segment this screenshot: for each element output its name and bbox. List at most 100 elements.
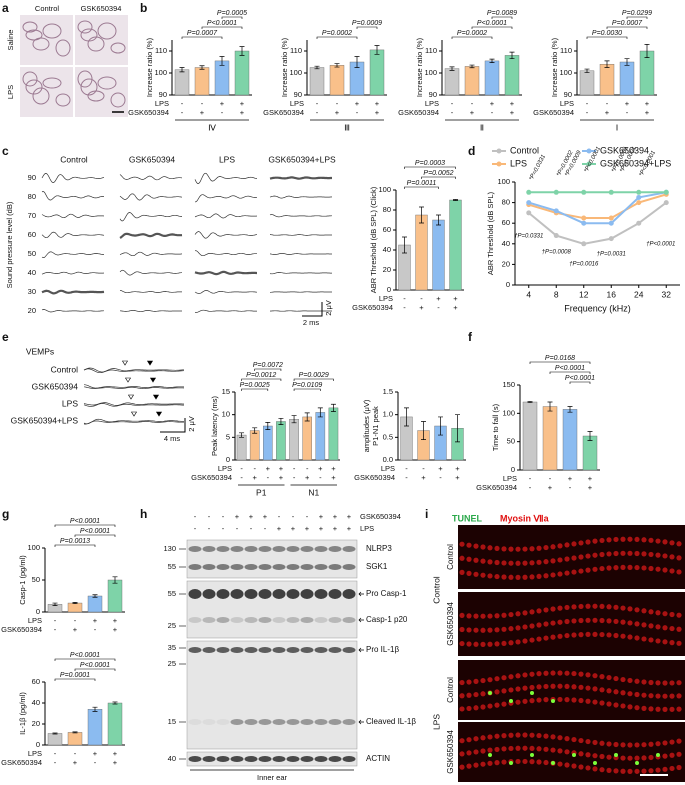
- hair-cell: [676, 680, 682, 686]
- hair-cell: [550, 620, 556, 626]
- hair-cell: [669, 752, 675, 758]
- annotation: *P=0.0331: [529, 154, 548, 182]
- y-tick-label: 40: [383, 245, 391, 254]
- blot-band: [258, 719, 272, 725]
- hair-cell: [641, 705, 647, 711]
- hair-cell: [655, 566, 661, 572]
- y-tick-label: 90: [294, 90, 302, 99]
- bar: [328, 407, 339, 461]
- hair-cell: [571, 763, 577, 769]
- row-sign: -: [529, 474, 532, 483]
- row-label: LPS: [155, 99, 169, 108]
- hair-cell: [501, 574, 507, 580]
- row-label: Control: [51, 364, 79, 374]
- row-sign: -: [437, 303, 440, 312]
- hair-cell: [578, 568, 584, 574]
- blot-band: [230, 564, 244, 570]
- hair-cell: [529, 546, 535, 552]
- hair-cell: [494, 689, 500, 695]
- legend-swatch: [586, 148, 592, 154]
- abr-trace: [41, 173, 105, 183]
- scale-bar: [160, 418, 186, 433]
- p-bracket: [451, 36, 493, 39]
- p-value: P=0.0007: [187, 30, 218, 37]
- lane-sign: -: [306, 512, 309, 521]
- hair-cell: [543, 746, 549, 752]
- hair-cell: [620, 742, 626, 748]
- bar: [444, 68, 460, 96]
- hair-cell: [543, 683, 549, 690]
- tissue-outline: [32, 87, 50, 105]
- hair-cell: [655, 538, 661, 544]
- hair-cell: [578, 540, 584, 546]
- p-value: P<0.0001: [555, 365, 585, 372]
- hair-cell: [501, 701, 507, 707]
- abr-trace: [194, 194, 258, 203]
- hair-cell: [634, 607, 640, 613]
- hair-cell: [501, 675, 507, 681]
- hair-cell: [550, 683, 556, 689]
- hair-cell: [480, 761, 486, 767]
- y-axis-label: ABR Threshold (dB SPL): [486, 191, 495, 275]
- hair-cell: [564, 683, 570, 690]
- blot-band: [216, 546, 230, 552]
- hair-cell: [536, 636, 542, 642]
- error-bar: [291, 415, 297, 424]
- bar: [449, 199, 462, 291]
- y-axis-label: P1-N1 peak: [371, 406, 380, 446]
- row-label: GSK650394: [32, 381, 79, 391]
- tunel-positive: [551, 699, 555, 703]
- hair-cell: [487, 747, 493, 753]
- hair-cell: [613, 768, 619, 774]
- row-sign: +: [93, 749, 98, 758]
- row-sign: +: [419, 303, 424, 312]
- blot-band: [314, 647, 328, 653]
- vemp-trace: [83, 402, 184, 406]
- hair-cell: [529, 560, 535, 566]
- hair-cell: [508, 687, 514, 693]
- panel-label: d: [468, 144, 475, 158]
- lane-sign: -: [208, 512, 211, 521]
- hair-cell: [585, 672, 591, 678]
- y-tick-label: 50: [507, 437, 515, 446]
- hair-cell: [578, 554, 584, 560]
- blot-band: [314, 546, 328, 552]
- p-bracket: [54, 678, 96, 681]
- size-marker: 35: [168, 643, 176, 652]
- y-tick-label: 1.5: [383, 387, 393, 396]
- error-bar: [587, 431, 593, 441]
- hair-cell: [613, 536, 619, 543]
- y-tick-label: 100: [497, 177, 510, 186]
- series-point: [581, 241, 587, 247]
- error-bar: [52, 732, 58, 735]
- hair-cell: [599, 631, 605, 638]
- p-value: P<0.0001: [565, 375, 595, 382]
- row-sign: -: [267, 473, 270, 482]
- blot-band: [286, 756, 300, 762]
- column-label: GSK650394: [129, 154, 176, 164]
- row-label: LPS: [360, 524, 374, 533]
- bar: [522, 401, 538, 471]
- legend-swatch: [496, 148, 502, 154]
- hair-cell: [487, 613, 493, 619]
- hair-cell: [634, 536, 640, 543]
- row-sign: +: [93, 616, 98, 625]
- tunel-positive: [635, 761, 639, 765]
- hair-cell: [627, 564, 633, 570]
- row-label: GSK650394: [191, 473, 232, 482]
- p-bracket: [421, 176, 456, 179]
- size-marker: 25: [168, 659, 176, 668]
- hair-cell: [641, 636, 647, 642]
- p-bracket: [491, 16, 513, 19]
- p-bracket: [471, 26, 513, 29]
- p-value: P=0.0003: [415, 160, 445, 167]
- hair-cell: [641, 622, 647, 628]
- size-marker: 40: [168, 754, 176, 763]
- hair-cell: [662, 539, 668, 545]
- band-label: Casp-1 p20: [366, 615, 408, 624]
- blot-band: [328, 617, 342, 623]
- scale-label: 2 μV: [187, 416, 196, 432]
- x-axis-label: Frequency (kHz): [564, 303, 631, 313]
- p-bracket: [74, 668, 116, 671]
- row-sign: +: [605, 108, 610, 117]
